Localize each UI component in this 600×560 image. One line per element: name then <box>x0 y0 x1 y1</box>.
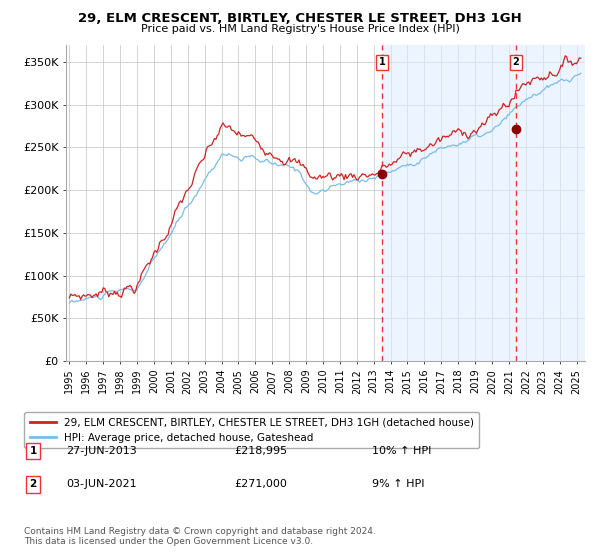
Text: Price paid vs. HM Land Registry's House Price Index (HPI): Price paid vs. HM Land Registry's House … <box>140 24 460 34</box>
Text: 9% ↑ HPI: 9% ↑ HPI <box>372 479 425 489</box>
Legend: 29, ELM CRESCENT, BIRTLEY, CHESTER LE STREET, DH3 1GH (detached house), HPI: Ave: 29, ELM CRESCENT, BIRTLEY, CHESTER LE ST… <box>25 412 479 448</box>
Text: 2: 2 <box>512 57 520 67</box>
Text: 10% ↑ HPI: 10% ↑ HPI <box>372 446 431 456</box>
Text: Contains HM Land Registry data © Crown copyright and database right 2024.
This d: Contains HM Land Registry data © Crown c… <box>24 526 376 546</box>
Text: 1: 1 <box>379 57 385 67</box>
Text: £271,000: £271,000 <box>234 479 287 489</box>
Text: 2: 2 <box>29 479 37 489</box>
Text: £218,995: £218,995 <box>234 446 287 456</box>
Text: 29, ELM CRESCENT, BIRTLEY, CHESTER LE STREET, DH3 1GH: 29, ELM CRESCENT, BIRTLEY, CHESTER LE ST… <box>78 12 522 25</box>
Bar <box>382 45 585 361</box>
Text: 27-JUN-2013: 27-JUN-2013 <box>66 446 137 456</box>
Text: 1: 1 <box>29 446 37 456</box>
Text: 03-JUN-2021: 03-JUN-2021 <box>66 479 137 489</box>
